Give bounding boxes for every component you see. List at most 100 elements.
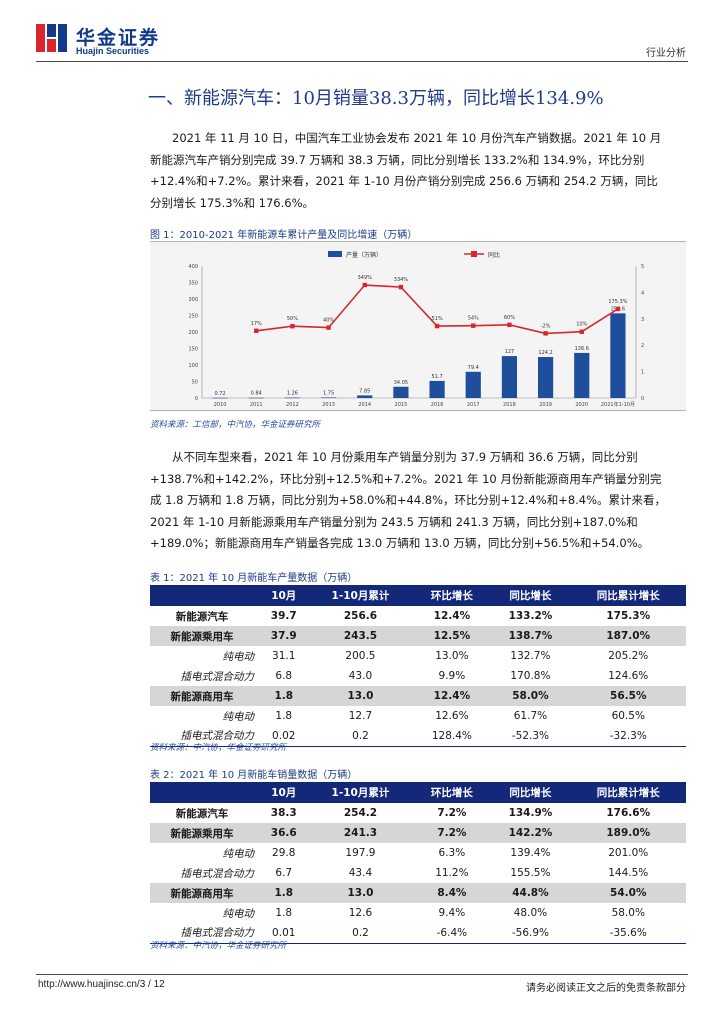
paragraph-vehicle-types: 从不同车型来看，2021 年 10 月份乘用车产销量分别为 37.9 万辆和 3… bbox=[150, 447, 686, 555]
table-row: 新能源乘用车 36.6 241.3 7.2% 142.2% 189.0% bbox=[150, 823, 686, 843]
table-cell: 200.5 bbox=[345, 650, 376, 662]
table-cell: 36.6 bbox=[260, 823, 308, 843]
table-row: 纯电动 29.8 197.9 6.3% 139.4% 201.0% bbox=[150, 843, 686, 863]
bar-value-label: 1.26 bbox=[287, 391, 298, 397]
table2-caption: 表 2：2021 年 10 月新能车销量数据（万辆） bbox=[150, 770, 358, 781]
table-cell: 48.0% bbox=[513, 907, 548, 919]
row-label: 纯电动 bbox=[222, 710, 255, 723]
y-tick-label-left: 100 bbox=[188, 363, 198, 369]
y-tick-label-right: 3 bbox=[641, 317, 644, 323]
table-cell: 254.2 bbox=[307, 803, 414, 823]
table-cell: 176.6% bbox=[570, 803, 686, 823]
column-header: 10月 bbox=[260, 585, 308, 606]
table-cell: 44.8% bbox=[490, 883, 571, 903]
logo-text-cn: 华金证券 bbox=[76, 27, 161, 49]
chart-bar bbox=[574, 352, 590, 398]
table-row: 纯电动 1.8 12.7 12.6% 61.7% 60.5% bbox=[150, 706, 686, 726]
table-cell: 170.8% bbox=[510, 670, 551, 682]
column-header bbox=[150, 585, 260, 606]
growth-marker bbox=[434, 323, 440, 329]
production-table: 10月 1-10月累计 环比增长 同比增长 同比累计增长 新能源汽车 39.7 256.6 1… bbox=[150, 585, 686, 747]
row-label: 插电式混合动力 bbox=[180, 867, 255, 880]
table-header-row: 10月 1-10月累计 环比增长 同比增长 同比累计增长 bbox=[150, 585, 686, 606]
y-tick-label-right: 4 bbox=[641, 290, 644, 296]
table-cell: 13.0 bbox=[307, 883, 414, 903]
paragraph-intro: 2021 年 11 月 10 日，中国汽车工业协会发布 2021 年 10 月份… bbox=[150, 128, 686, 214]
y-tick-label-right: 5 bbox=[641, 264, 644, 270]
table-cell: 175.3% bbox=[570, 606, 686, 626]
table-row: 插电式混合动力 6.8 43.0 9.9% 170.8% 124.6% bbox=[150, 666, 686, 686]
table-cell: 128.4% bbox=[413, 726, 491, 747]
table-cell: 58.0% bbox=[490, 686, 571, 706]
growth-value-label: -2% bbox=[541, 323, 551, 329]
growth-marker bbox=[398, 284, 404, 290]
chart-bar bbox=[501, 356, 518, 398]
table-cell: 58.0% bbox=[611, 907, 645, 919]
chart-axes: 400 350 300 250 200 150 100 50 0 5 4 3 2 1 0 2010 2011 20… bbox=[188, 264, 644, 408]
growth-marker bbox=[290, 324, 295, 329]
column-header: 1-10月累计 bbox=[307, 585, 414, 606]
growth-value-label: 17% bbox=[251, 321, 262, 327]
growth-marker bbox=[362, 282, 367, 288]
chart-bar bbox=[320, 397, 337, 399]
table-cell: 12.7 bbox=[348, 710, 373, 722]
page-footer: http://www.huajinsc.cn/3 / 12 请务必阅读正文之后的… bbox=[36, 974, 688, 994]
bar-value-label: 0.72 bbox=[215, 391, 226, 397]
y-tick-label-left: 200 bbox=[188, 330, 198, 336]
table-cell: 43.0 bbox=[348, 670, 373, 682]
table-cell: 60.5% bbox=[611, 710, 645, 722]
x-tick-label: 2016 bbox=[431, 402, 444, 408]
chart-canvas: 产量（万辆） 同比 400350300250200150100500543210… bbox=[188, 251, 644, 408]
column-header: 同比累计增长 bbox=[570, 782, 686, 803]
x-tick-label: 2014 bbox=[358, 402, 371, 408]
row-label: 纯电动 bbox=[222, 650, 255, 663]
table-cell: 197.9 bbox=[345, 847, 376, 859]
table-row: 新能源汽车 39.7 256.6 12.4% 133.2% 175.3% bbox=[150, 606, 686, 626]
footer-disclaimer: 请务必阅读正文之后的免责条款部分 bbox=[526, 983, 686, 994]
table-cell: 31.1 bbox=[272, 650, 296, 662]
row-label: 纯电动 bbox=[222, 907, 255, 920]
table-cell: 0.2 bbox=[307, 923, 414, 944]
paragraph-line: 2021 年 11 月 10 日，中国汽车工业协会发布 2021 年 10 月份… bbox=[172, 131, 662, 145]
growth-value-label: 349% bbox=[358, 275, 373, 281]
table-cell: 133.2% bbox=[490, 606, 571, 626]
growth-value-label: 40% bbox=[323, 318, 334, 324]
chart-bar bbox=[465, 371, 481, 398]
legend-line-marker bbox=[471, 251, 477, 257]
table-cell: 241.3 bbox=[307, 823, 414, 843]
table-cell: 9.9% bbox=[438, 670, 466, 682]
bar-value-label: 79.4 bbox=[468, 365, 479, 371]
bar-value-label: 7.85 bbox=[359, 388, 370, 394]
table-cell: 6.7 bbox=[275, 867, 293, 879]
chart-bar bbox=[284, 397, 301, 399]
chart-bar bbox=[537, 357, 554, 398]
bar-value-label: 34.05 bbox=[394, 380, 408, 386]
y-tick-label-left: 50 bbox=[192, 380, 198, 386]
row-label: 插电式混合动力 bbox=[180, 670, 255, 683]
table-row: 插电式混合动力 6.7 43.4 11.2% 155.5% 144.5% bbox=[150, 863, 686, 883]
table-row: 新能源乘用车 37.9 243.5 12.5% 138.7% 187.0% bbox=[150, 626, 686, 646]
table-row: 纯电动 31.1 200.5 13.0% 132.7% 205.2% bbox=[150, 646, 686, 666]
figure-source: 资料来源：工信部，中汽协，华金证券研究所 bbox=[150, 420, 321, 430]
report-category: 行业分析 bbox=[646, 48, 686, 59]
y-tick-label-left: 0 bbox=[195, 396, 198, 402]
x-tick-label: 2021年1-10月 bbox=[601, 401, 635, 408]
x-tick-label: 2017 bbox=[467, 402, 480, 408]
column-header: 同比增长 bbox=[490, 782, 571, 803]
x-tick-label: 2019 bbox=[539, 402, 552, 408]
column-header: 1-10月累计 bbox=[307, 782, 414, 803]
chart-bar bbox=[393, 386, 409, 398]
table-cell: 13.0 bbox=[307, 686, 414, 706]
column-header: 同比累计增长 bbox=[570, 585, 686, 606]
table-cell: 9.4% bbox=[438, 907, 466, 919]
table-row: 纯电动 1.8 12.6 9.4% 48.0% 58.0% bbox=[150, 903, 686, 923]
chart-bar bbox=[212, 397, 228, 399]
table-cell: 1.8 bbox=[275, 710, 293, 722]
chart-bar bbox=[357, 395, 373, 398]
row-label: 纯电动 bbox=[222, 847, 255, 860]
y-tick-label-left: 400 bbox=[188, 264, 198, 270]
table-cell: 256.6 bbox=[307, 606, 414, 626]
table-cell: 187.0% bbox=[570, 626, 686, 646]
bar-value-label: 1.75 bbox=[323, 390, 334, 396]
footer-url: http://www.huajinsc.cn/3 / 12 bbox=[38, 979, 165, 990]
